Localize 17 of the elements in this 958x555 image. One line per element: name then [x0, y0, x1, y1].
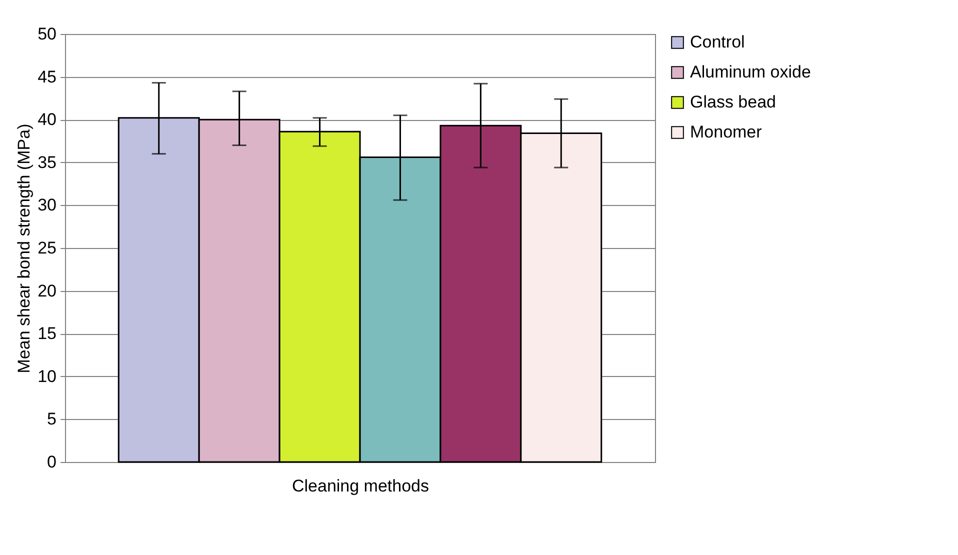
x-axis-title: Cleaning methods — [292, 476, 430, 496]
legend-label: Control — [690, 32, 745, 52]
y-tick-label: 40 — [38, 110, 56, 130]
y-tick-label: 25 — [38, 238, 56, 258]
y-tick-label: 15 — [38, 324, 56, 344]
y-axis-title: Mean shear bond strength (MPa) — [14, 124, 34, 374]
y-tick-label: 35 — [38, 152, 56, 172]
y-tick-label: 30 — [38, 196, 56, 215]
y-tick-label: 45 — [38, 67, 56, 86]
y-tick-label: 5 — [47, 410, 56, 429]
y-tick-label: 0 — [47, 452, 56, 472]
y-tick-label: 10 — [38, 366, 56, 386]
y-tick-label: 20 — [38, 281, 56, 300]
legend-label: Monomer — [690, 122, 762, 142]
legend-label: Glass bead — [690, 92, 776, 112]
y-tick-label: 50 — [38, 24, 56, 44]
legend-label: Aluminum oxide — [690, 62, 811, 82]
